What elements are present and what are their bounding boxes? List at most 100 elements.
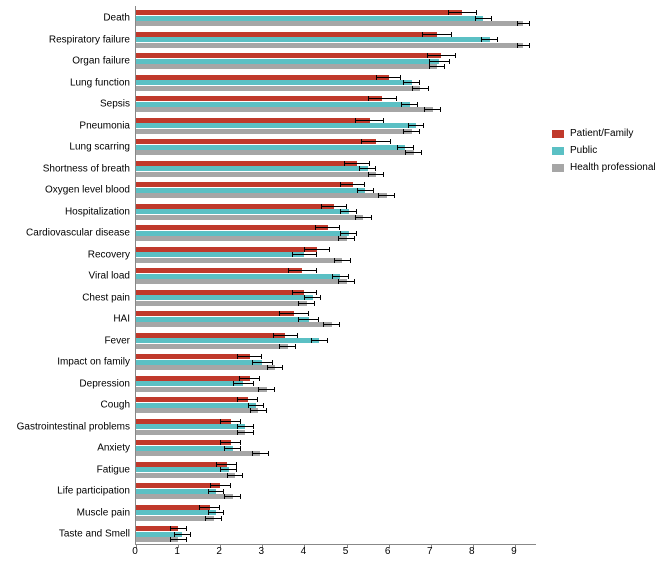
x-label: 6 [385, 546, 391, 557]
bar-patient_family [136, 505, 210, 510]
y-label: Lung function [0, 77, 130, 88]
legend-item: Patient/Family [552, 128, 656, 139]
y-label: Muscle pain [0, 507, 130, 518]
y-label: Fatigue [0, 464, 130, 475]
bar-health_professional [136, 258, 342, 263]
bar-patient_family [136, 247, 317, 252]
bar-health_professional [136, 279, 347, 284]
bar-public [136, 317, 309, 322]
bar-patient_family [136, 75, 389, 80]
bar-public [136, 166, 368, 171]
y-label: HAI [0, 314, 130, 325]
bar-health_professional [136, 537, 178, 542]
x-label: 4 [301, 546, 307, 557]
bar-public [136, 338, 319, 343]
x-label: 2 [216, 546, 222, 557]
bar-patient_family [136, 182, 353, 187]
x-label: 9 [511, 546, 517, 557]
legend-item: Health professional [552, 162, 656, 173]
y-label: Anxiety [0, 443, 130, 454]
bar-public [136, 80, 412, 85]
legend-swatch [552, 164, 564, 172]
bar-health_professional [136, 215, 363, 220]
bar-public [136, 532, 182, 537]
chart-container: DeathRespiratory failureOrgan failureLun… [0, 0, 666, 564]
bar-patient_family [136, 526, 178, 531]
bar-patient_family [136, 118, 370, 123]
bar-health_professional [136, 172, 376, 177]
x-label: 0 [132, 546, 138, 557]
bar-public [136, 37, 490, 42]
bar-patient_family [136, 53, 441, 58]
bar-public [136, 252, 304, 257]
bar-health_professional [136, 408, 258, 413]
bar-patient_family [136, 225, 328, 230]
x-axis-labels: 0123456789 [135, 544, 535, 562]
bar-public [136, 188, 365, 193]
bar-patient_family [136, 354, 250, 359]
y-label: Oxygen level blood [0, 185, 130, 196]
bar-patient_family [136, 311, 294, 316]
x-label: 5 [343, 546, 349, 557]
bar-patient_family [136, 139, 376, 144]
bar-health_professional [136, 387, 267, 392]
legend-item: Public [552, 145, 656, 156]
y-label: Fever [0, 335, 130, 346]
legend-label: Patient/Family [570, 128, 633, 139]
bar-health_professional [136, 451, 260, 456]
bar-public [136, 231, 349, 236]
bar-patient_family [136, 10, 462, 15]
y-label: Respiratory failure [0, 34, 130, 45]
y-label: Cough [0, 400, 130, 411]
y-label: Organ failure [0, 56, 130, 67]
bar-patient_family [136, 204, 334, 209]
bar-health_professional [136, 43, 523, 48]
bar-public [136, 295, 313, 300]
y-label: Shortness of breath [0, 163, 130, 174]
bar-health_professional [136, 494, 233, 499]
legend-swatch [552, 130, 564, 138]
y-label: Gastrointestinal problems [0, 421, 130, 432]
bar-health_professional [136, 86, 420, 91]
y-axis-labels: DeathRespiratory failureOrgan failureLun… [0, 6, 130, 544]
bar-public [136, 209, 349, 214]
y-label: Cardiovascular disease [0, 228, 130, 239]
bar-health_professional [136, 516, 214, 521]
bar-health_professional [136, 344, 288, 349]
legend-label: Health professional [570, 162, 656, 173]
x-label: 3 [259, 546, 265, 557]
bar-public [136, 123, 416, 128]
bar-public [136, 274, 340, 279]
y-label: Impact on family [0, 357, 130, 368]
bar-public [136, 489, 216, 494]
bar-public [136, 446, 233, 451]
bar-patient_family [136, 32, 437, 37]
x-label: 7 [427, 546, 433, 557]
bar-patient_family [136, 462, 227, 467]
bar-public [136, 467, 229, 472]
bar-public [136, 403, 256, 408]
bar-patient_family [136, 333, 285, 338]
bar-patient_family [136, 376, 250, 381]
bar-public [136, 16, 483, 21]
bar-patient_family [136, 161, 357, 166]
y-label: Viral load [0, 271, 130, 282]
bar-patient_family [136, 419, 231, 424]
y-label: Recovery [0, 249, 130, 260]
bar-patient_family [136, 96, 382, 101]
bar-health_professional [136, 322, 332, 327]
bar-public [136, 424, 245, 429]
bar-patient_family [136, 290, 304, 295]
bar-health_professional [136, 21, 523, 26]
bar-health_professional [136, 193, 387, 198]
bar-public [136, 381, 243, 386]
bar-public [136, 360, 262, 365]
y-label: Pneumonia [0, 120, 130, 131]
plot-area [135, 6, 536, 545]
bar-health_professional [136, 365, 275, 370]
bar-public [136, 145, 405, 150]
bar-health_professional [136, 64, 437, 69]
bar-health_professional [136, 430, 245, 435]
bar-health_professional [136, 301, 307, 306]
bar-public [136, 510, 216, 515]
